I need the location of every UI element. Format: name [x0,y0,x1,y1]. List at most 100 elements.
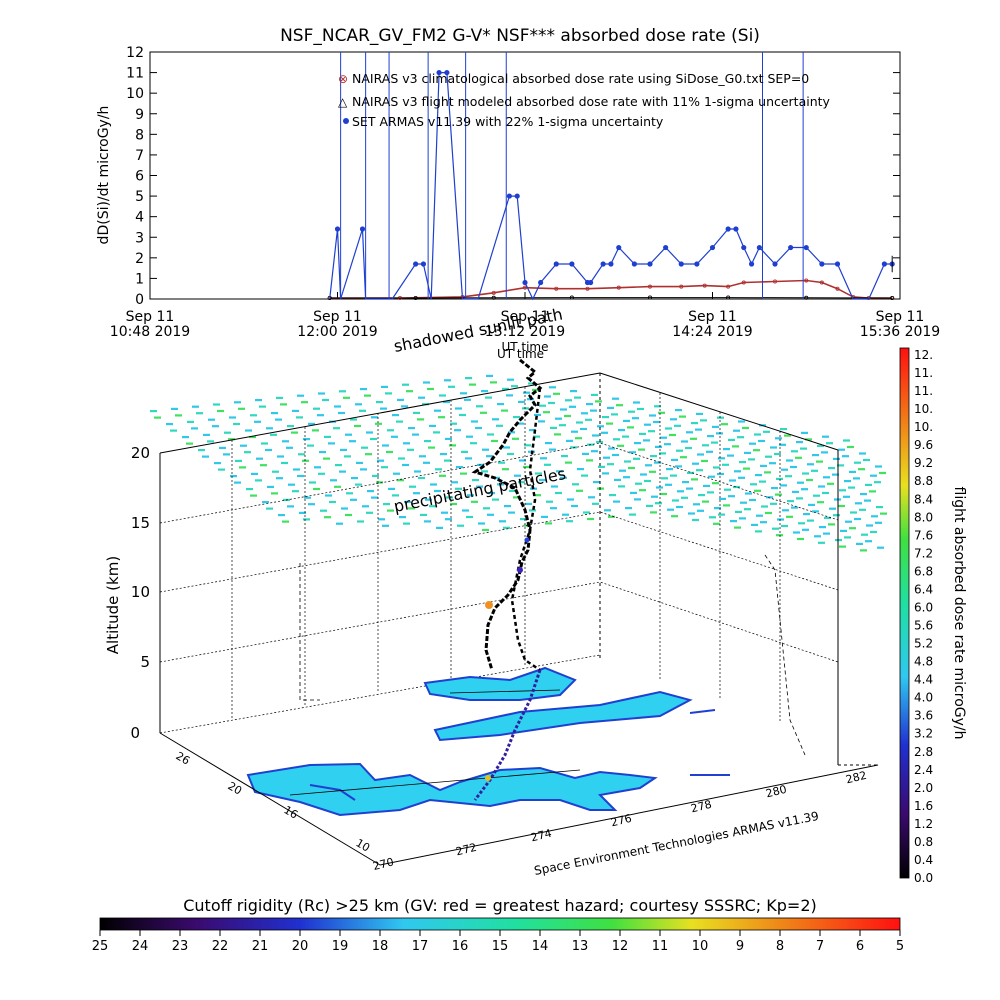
particle-mark [802,528,809,531]
data-point [436,69,442,76]
particle-mark [287,505,294,508]
colorbar-tick-label: 6.4 [914,582,933,596]
particle-mark [541,515,548,518]
particle-mark [486,374,493,377]
particle-mark [754,433,761,436]
particle-mark [446,496,453,499]
data-point [804,278,809,283]
particle-mark [633,401,640,404]
particle-mark [502,468,509,471]
particle-mark [487,433,494,436]
particle-mark [408,507,415,510]
particle-mark [633,457,640,460]
particle-mark [861,533,868,536]
data-point [631,261,637,267]
series-line [329,279,893,299]
particle-mark [478,522,485,525]
particle-mark [817,501,824,504]
particle-mark [328,442,335,445]
particle-mark [488,492,495,495]
data-series [327,52,895,301]
particle-mark [238,407,245,410]
particle-mark [842,455,849,458]
particle-mark [827,482,834,485]
particle-mark [870,474,877,477]
cutoff-rigidity-title: Cutoff rigidity (Rc) >25 km (GV: red = g… [183,896,817,915]
particle-mark [251,472,258,475]
particle-mark [613,500,620,503]
legend-marker-armas [343,118,349,124]
particle-mark [372,474,379,477]
particle-mark [577,468,584,471]
particle-mark [565,461,572,464]
particle-mark [399,516,406,519]
particle-mark [555,491,562,495]
particle-mark [623,419,630,422]
particle-mark [708,475,715,478]
particle-mark [843,439,850,442]
particle-mark [540,457,547,460]
particle-mark [565,399,572,402]
particle-mark [218,468,225,471]
particle-mark [229,416,236,419]
data-point [803,244,809,251]
particle-mark [322,398,329,402]
data-point [600,261,606,267]
data-point [359,226,366,232]
particle-mark [275,418,282,421]
data-point [647,261,653,267]
dose-marker [485,775,491,781]
particle-mark [308,503,315,506]
particle-mark [644,479,651,483]
particle-mark [233,422,240,426]
particle-mark [575,437,582,440]
flight-3d-panel: 0 5 10 15 20 Altitude (km) 270 272 [104,305,887,878]
data-point [538,279,544,286]
colorbar-tick-label: 9.2 [914,456,933,470]
particle-mark [755,474,762,477]
particle-mark [580,427,587,431]
particle-mark [398,457,405,460]
particle-mark [859,508,866,511]
particle-mark [366,511,373,514]
particle-mark [721,423,728,426]
longitude-tick-label: 278 [689,798,713,816]
particle-mark [790,465,797,469]
x-tick-label: 10:48 2019 [110,324,190,340]
particle-mark [385,392,392,395]
particle-mark [261,442,268,445]
particle-mark [448,385,455,388]
data-point [608,261,614,267]
floor-axes [159,554,879,866]
particle-mark [539,478,546,482]
particle-mark [859,452,866,455]
particle-mark [425,498,432,501]
particle-mark [822,435,829,438]
particle-mark [464,398,471,401]
particle-mark [386,450,393,454]
particle-mark [713,466,720,469]
particle-mark [534,494,541,497]
particle-mark [782,509,789,512]
particle-mark [854,461,861,464]
particle-mark [688,512,695,515]
particle-mark [570,390,577,393]
particle-mark [654,461,661,464]
particle-mark [392,414,399,417]
particle-mark [387,509,394,512]
particle-mark [401,405,408,408]
particle-mark [325,494,332,497]
particle-mark [669,433,676,437]
altitude-axis: 0 5 10 15 20 Altitude (km) [104,444,150,742]
particle-mark [874,481,881,484]
particle-mark [196,412,203,415]
particle-mark [406,390,413,393]
data-point [726,284,731,289]
particle-mark [871,515,878,518]
latitude-tick-label: 10 [354,836,373,854]
particle-mark [371,496,378,499]
x-tick-label: Sep 11 [876,309,925,325]
particle-mark [481,470,488,473]
particle-mark [833,457,840,460]
y-tick-label: 3 [135,230,144,246]
